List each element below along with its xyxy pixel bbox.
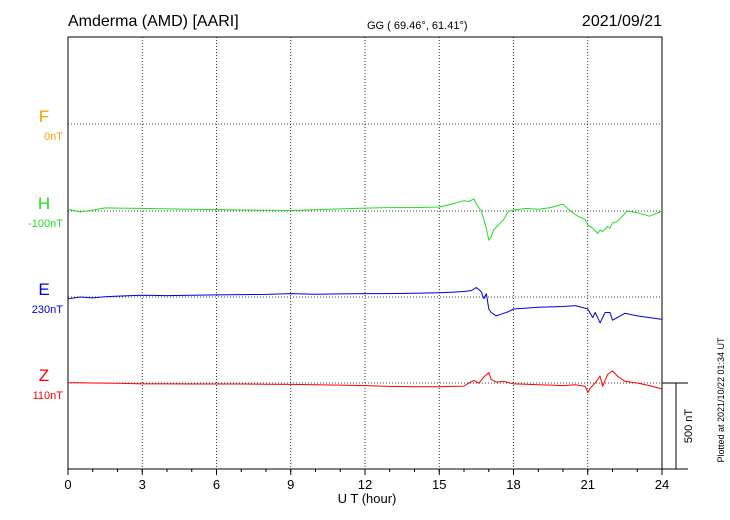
component-baseline-f: 0nT <box>44 131 63 143</box>
vertical-grid <box>141 37 589 469</box>
component-baseline-z: 110nT <box>33 390 64 402</box>
station-coords: GG ( 69.46°, 61.41°) <box>367 20 468 32</box>
traces <box>67 198 663 393</box>
scale-bar: 500 nT <box>662 382 695 470</box>
x-tick-label: 18 <box>506 477 520 492</box>
component-label-h: H <box>38 194 50 213</box>
station-title: Amderma (AMD) [AARI] <box>68 13 239 30</box>
component-labels: F 0nT H -100nT E 230nT Z 110nT <box>28 107 63 402</box>
horizontal-grid <box>68 123 662 384</box>
component-baseline-e: 230nT <box>32 304 63 316</box>
x-tick-label: 12 <box>358 477 372 492</box>
trace-h <box>67 198 663 241</box>
x-tick-labels: 0 3 6 9 12 15 18 21 24 <box>64 477 669 492</box>
x-tick-label: 3 <box>139 477 146 492</box>
component-baseline-h: -100nT <box>28 218 63 230</box>
x-axis-label: U T (hour) <box>338 491 397 506</box>
x-tick-label: 9 <box>287 477 294 492</box>
component-label-f: F <box>39 107 49 126</box>
trace-e <box>67 287 663 324</box>
x-tick-label: 15 <box>432 477 446 492</box>
trace-z <box>68 370 663 393</box>
component-label-z: Z <box>39 366 49 385</box>
x-tick-label: 24 <box>655 477 669 492</box>
scale-bar-label: 500 nT <box>683 409 695 444</box>
x-ticks <box>67 469 663 475</box>
x-tick-label: 21 <box>581 477 595 492</box>
x-tick-label: 0 <box>64 477 71 492</box>
plot-timestamp: Plotted at 2021/10/22 01:34 UT <box>716 337 726 463</box>
component-label-e: E <box>38 280 49 299</box>
x-tick-label: 6 <box>213 477 220 492</box>
plot-date: 2021/09/21 <box>582 13 662 30</box>
